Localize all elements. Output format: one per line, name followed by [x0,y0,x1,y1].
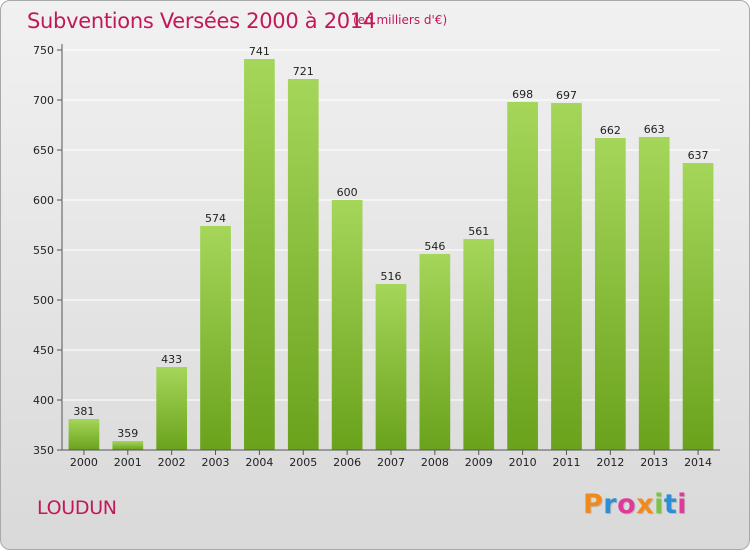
x-tick-label-2006: 2006 [333,456,361,469]
data-label-2009: 561 [468,225,489,238]
data-label-2007: 516 [381,270,402,283]
axes: 350 400 450 500 550 600 650 700 750 2000 2001 2002 2… [33,44,720,469]
chart-subtitle: (en milliers d'€) [353,13,448,27]
y-tick-label: 500 [33,294,54,307]
x-tick-label-2009: 2009 [465,456,493,469]
data-label-2003: 574 [205,212,226,225]
y-tick-label: 700 [33,94,54,107]
bar-2002 [156,367,188,450]
proxiti-logo: Proxiti [583,489,688,520]
data-label-2012: 662 [600,124,621,137]
bar-2001 [112,441,144,450]
bar-2007 [375,284,407,450]
chart-title: Subventions Versées 2000 à 2014 [27,9,376,33]
place-name: LOUDUN [37,497,117,519]
data-label-2001: 359 [117,427,138,440]
x-tick-label-2011: 2011 [552,456,580,469]
data-label-2002: 433 [161,353,182,366]
data-labels: 381 359 433 574 741 721 600 516 546 561 698 697 662 6… [73,45,708,440]
bar-2006 [331,200,363,450]
y-tick-label: 450 [33,344,54,357]
x-tick-label-2003: 2003 [202,456,230,469]
data-label-2013: 663 [644,123,665,136]
x-tick-label-2001: 2001 [114,456,142,469]
bar-2004 [244,59,275,450]
x-tick-label-2013: 2013 [640,456,668,469]
x-tick-label-2002: 2002 [158,456,186,469]
x-tick-label-2005: 2005 [289,456,317,469]
y-tick-label: 550 [33,244,54,257]
y-tick-label: 350 [33,444,54,457]
bar-2008 [419,254,451,450]
x-tick-label-2008: 2008 [421,456,449,469]
y-tick-label: 400 [33,394,54,407]
bar-2012 [594,138,626,450]
x-tick-label-2004: 2004 [245,456,273,469]
x-tick-label-2014: 2014 [684,456,712,469]
y-tick-label: 600 [33,194,54,207]
x-tick-label-2000: 2000 [70,456,98,469]
x-tick-label-2007: 2007 [377,456,405,469]
data-label-2014: 637 [688,149,709,162]
x-tick-label-2010: 2010 [509,456,537,469]
bars [68,59,714,450]
data-label-2006: 600 [337,186,358,199]
bar-2013 [638,137,670,450]
data-label-2004: 741 [249,45,270,58]
bar-2005 [287,79,319,450]
bar-2009 [463,239,495,450]
bar-2000 [68,419,100,450]
data-label-2008: 546 [424,240,445,253]
y-tick-label: 750 [33,44,54,57]
x-tick-label-2012: 2012 [596,456,624,469]
data-label-2010: 698 [512,88,533,101]
data-label-2005: 721 [293,65,314,78]
bar-2003 [200,226,231,450]
data-label-2011: 697 [556,89,577,102]
bar-2014 [682,163,714,450]
data-label-2000: 381 [73,405,94,418]
y-tick-label: 650 [33,144,54,157]
bar-2010 [507,102,538,450]
bar-2011 [551,103,582,450]
